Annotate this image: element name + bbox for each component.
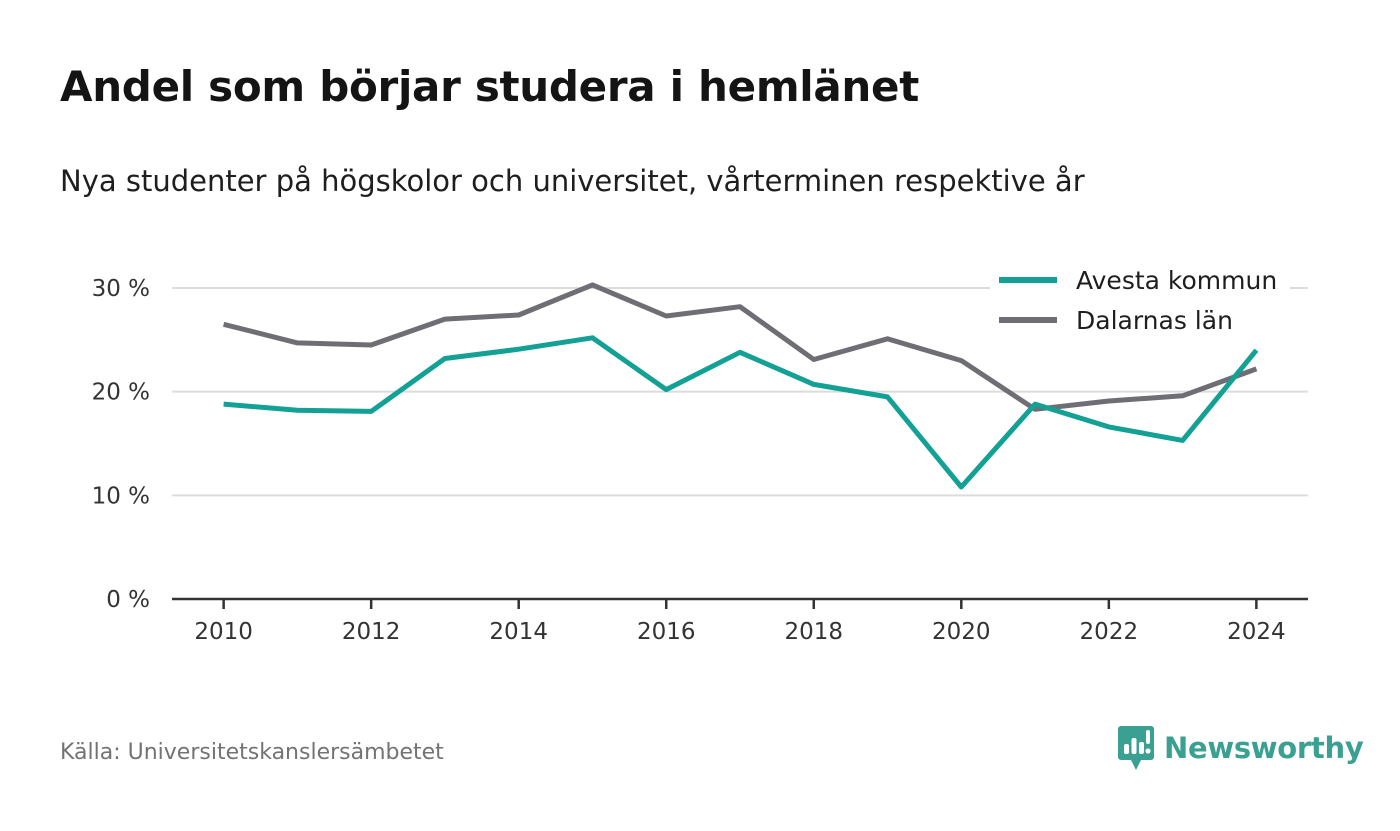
x-tick-label: 2016 xyxy=(637,619,696,645)
brand-name: Newsworthy xyxy=(1164,731,1364,765)
x-tick-label: 2022 xyxy=(1080,619,1139,645)
y-tick-label: 10 % xyxy=(92,483,150,509)
newsworthy-logo-icon xyxy=(1118,726,1154,770)
legend-label: Dalarnas län xyxy=(1076,306,1233,335)
x-tick-label: 2014 xyxy=(489,619,548,645)
x-tick-label: 2020 xyxy=(932,619,991,645)
chart-subtitle: Nya studenter på högskolor och universit… xyxy=(60,164,1085,198)
x-tick-label: 2010 xyxy=(194,619,253,645)
x-tick-label: 2024 xyxy=(1227,619,1286,645)
source-note: Källa: Universitetskanslersämbetet xyxy=(60,740,444,765)
chart-title: Andel som börjar studera i hemlänet xyxy=(60,62,919,111)
y-tick-label: 30 % xyxy=(92,276,150,302)
y-tick-label: 20 % xyxy=(92,380,150,406)
brand: Newsworthy xyxy=(1118,724,1364,772)
y-tick-label: 0 % xyxy=(106,587,150,613)
legend-background xyxy=(990,258,1290,348)
x-tick-label: 2018 xyxy=(784,619,843,645)
series-line-avesta-kommun xyxy=(223,335,1259,490)
series-line-dalarnas-lan xyxy=(222,282,1258,412)
legend-label: Avesta kommun xyxy=(1076,266,1277,295)
x-tick-label: 2012 xyxy=(342,619,401,645)
